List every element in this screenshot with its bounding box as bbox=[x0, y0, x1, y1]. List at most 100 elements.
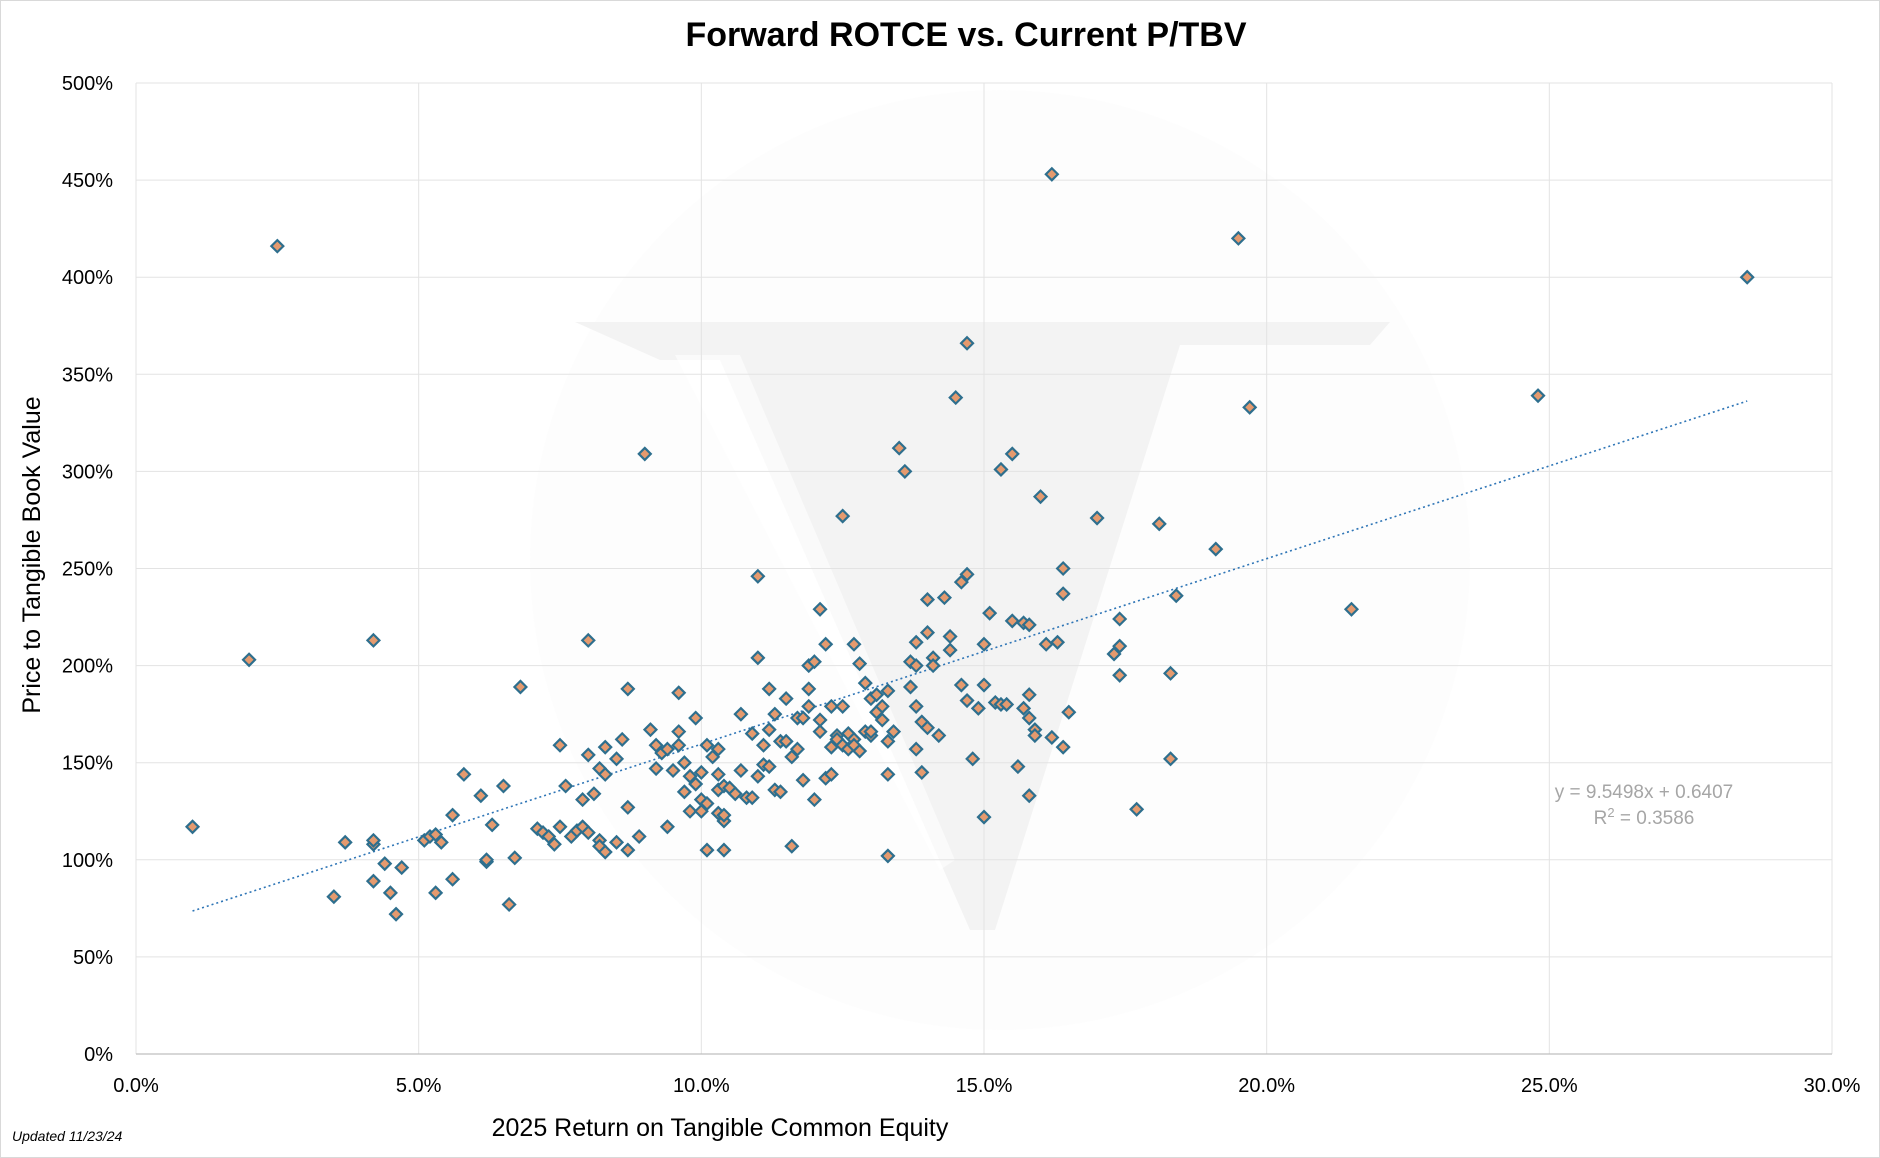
data-point bbox=[659, 741, 675, 757]
data-point bbox=[970, 700, 986, 716]
data-point bbox=[965, 751, 981, 767]
data-point bbox=[337, 834, 353, 850]
data-point bbox=[1343, 601, 1360, 617]
data-point bbox=[699, 795, 715, 812]
data-point bbox=[999, 696, 1015, 712]
data-point bbox=[885, 724, 902, 740]
data-point bbox=[665, 762, 681, 779]
data-point bbox=[631, 828, 647, 845]
data-point bbox=[761, 759, 777, 775]
data-point bbox=[795, 710, 811, 726]
data-point bbox=[880, 766, 896, 782]
data-point bbox=[778, 733, 794, 749]
data-point bbox=[478, 852, 495, 868]
x-axis-title: 2025 Return on Tangible Common Equity bbox=[492, 1114, 949, 1142]
data-point bbox=[874, 712, 890, 728]
x-tick-label: 0.0% bbox=[113, 1075, 159, 1097]
x-axis-ticks: 0.0% 5.0% 10.0% 15.0% 20.0% 25.0% 30.0% bbox=[113, 1075, 1860, 1097]
data-point bbox=[959, 335, 975, 351]
data-point bbox=[365, 832, 381, 848]
data-point bbox=[433, 834, 449, 850]
data-point bbox=[688, 710, 704, 726]
y-tick-label: 500% bbox=[62, 73, 113, 95]
data-point bbox=[473, 788, 489, 804]
data-point bbox=[880, 733, 896, 749]
y-tick-label: 400% bbox=[62, 267, 113, 289]
data-point bbox=[326, 889, 342, 905]
data-point bbox=[597, 739, 613, 755]
data-point bbox=[445, 807, 461, 823]
data-point bbox=[931, 727, 947, 744]
data-point bbox=[919, 625, 936, 641]
x-tick-label: 30.0% bbox=[1804, 1075, 1861, 1097]
data-point bbox=[784, 838, 800, 854]
data-point bbox=[1089, 510, 1105, 526]
y-tick-label: 100% bbox=[62, 850, 113, 872]
gridlines bbox=[135, 82, 1833, 1055]
data-point bbox=[608, 751, 625, 767]
data-point bbox=[755, 737, 772, 753]
data-point bbox=[676, 784, 692, 800]
data-point bbox=[586, 786, 602, 802]
data-point bbox=[716, 807, 732, 823]
data-point bbox=[812, 601, 828, 617]
data-point bbox=[1208, 541, 1224, 557]
y-tick-label: 350% bbox=[62, 364, 113, 386]
data-point bbox=[750, 568, 766, 584]
data-point bbox=[761, 681, 777, 697]
data-point bbox=[806, 792, 822, 808]
data-point bbox=[880, 683, 896, 699]
data-point bbox=[919, 592, 936, 608]
data-point bbox=[269, 238, 285, 254]
data-point bbox=[942, 628, 958, 645]
data-point bbox=[795, 772, 811, 788]
data-point bbox=[801, 681, 817, 697]
data-point bbox=[382, 885, 398, 901]
data-point bbox=[1061, 704, 1077, 720]
data-point bbox=[682, 803, 698, 819]
data-point bbox=[614, 731, 630, 747]
watermark-logo bbox=[575, 322, 1390, 930]
data-point bbox=[914, 764, 930, 780]
data-point bbox=[761, 722, 777, 738]
data-point bbox=[857, 675, 873, 691]
r2-exponent: 2 bbox=[1607, 805, 1614, 820]
data-point bbox=[1055, 586, 1071, 602]
r2-value: = 0.3586 bbox=[1615, 808, 1695, 829]
data-point bbox=[688, 776, 704, 792]
data-point bbox=[744, 726, 760, 742]
y-axis-ticks: 0% 50% 100% 150% 200% 250% 300% 350% 400% 450% 500… bbox=[62, 73, 113, 1066]
data-point bbox=[710, 766, 726, 782]
data-point bbox=[620, 842, 636, 858]
data-point bbox=[1163, 751, 1179, 767]
data-point bbox=[1055, 560, 1071, 577]
x-tick-label: 5.0% bbox=[396, 1075, 442, 1097]
data-point bbox=[716, 842, 732, 858]
data-point bbox=[948, 390, 964, 406]
data-point bbox=[507, 850, 523, 866]
data-point bbox=[495, 778, 512, 794]
data-point bbox=[388, 906, 404, 922]
data-point bbox=[642, 722, 659, 738]
data-point bbox=[1168, 588, 1184, 604]
data-point bbox=[1530, 388, 1546, 404]
data-point bbox=[1230, 230, 1246, 246]
chart-title: Forward ROTCE vs. Current P/TBV bbox=[685, 16, 1246, 54]
data-point bbox=[1163, 665, 1179, 681]
data-point bbox=[976, 809, 992, 825]
data-point bbox=[1112, 667, 1128, 683]
trendline-equation: y = 9.5498x + 0.6407 bbox=[1555, 782, 1734, 803]
data-point bbox=[620, 681, 636, 697]
y-tick-label: 0% bbox=[84, 1044, 113, 1066]
data-point bbox=[908, 698, 924, 714]
data-point bbox=[1021, 617, 1037, 633]
data-point bbox=[608, 834, 625, 850]
data-point bbox=[852, 743, 868, 759]
data-point bbox=[982, 605, 998, 621]
data-point bbox=[501, 896, 517, 913]
data-point bbox=[744, 790, 760, 806]
y-axis-title: Price to Tangible Book Value bbox=[18, 396, 46, 713]
x-tick-label: 15.0% bbox=[956, 1075, 1013, 1097]
data-point bbox=[1044, 166, 1060, 182]
data-point bbox=[659, 819, 675, 835]
